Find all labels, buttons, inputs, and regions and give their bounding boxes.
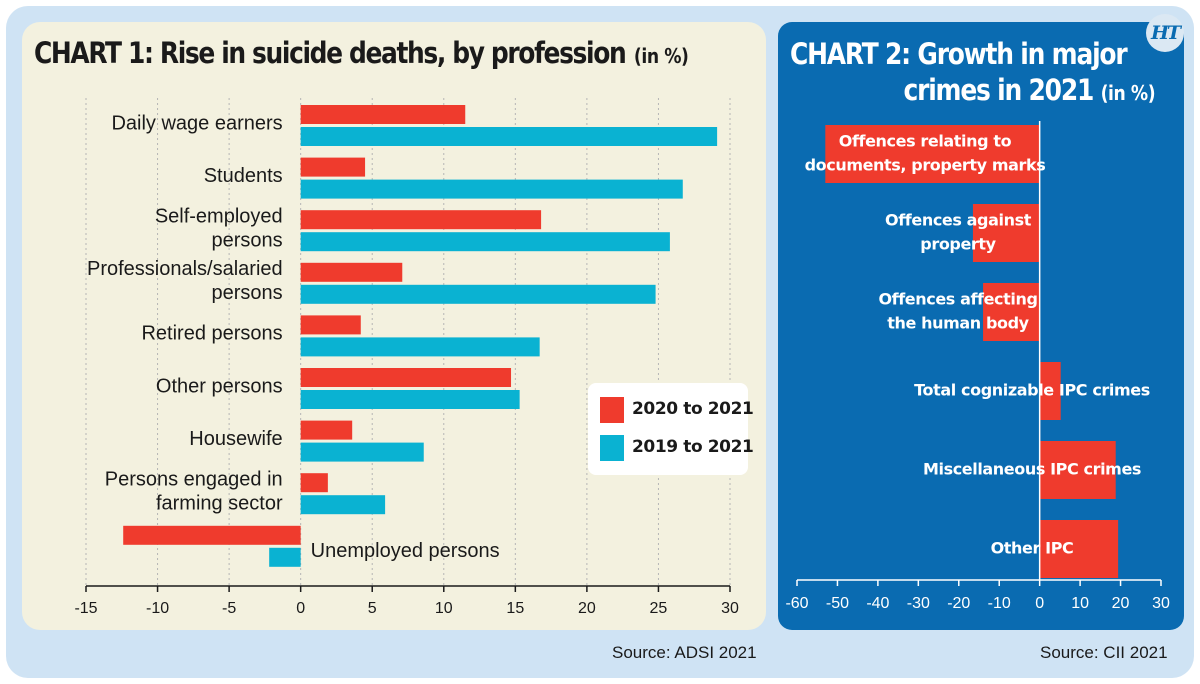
- chart1-bar: [300, 210, 542, 230]
- chart1-category-label: persons: [212, 229, 283, 251]
- chart2-category-label: Other IPC: [991, 539, 1074, 558]
- chart1-category-label: Housewife: [189, 428, 282, 450]
- chart1-category-label: farming sector: [156, 492, 283, 514]
- chart2-bar: [1039, 520, 1119, 578]
- chart1-bar: [300, 284, 656, 304]
- chart2-bar: [1039, 441, 1116, 499]
- legend-label-2019-2021: 2019 to 2021: [632, 437, 754, 457]
- chart2-title-line2: crimes in 2021: [903, 73, 1095, 107]
- legend-swatch-red: [600, 397, 624, 423]
- chart1-tick-label: 20: [578, 600, 596, 617]
- chart1-bar: [123, 525, 301, 545]
- chart2-tick-label: -20: [947, 595, 970, 612]
- chart2-category-label: Offences relating to: [839, 132, 1012, 151]
- chart2-unit: (in %): [1100, 81, 1156, 105]
- chart1-source: Source: ADSI 2021: [612, 643, 757, 662]
- chart2-bar: [1039, 362, 1061, 420]
- chart1-category-label: Daily wage earners: [111, 112, 282, 134]
- chart1-bar: [300, 368, 512, 387]
- chart1-bar: [300, 179, 683, 199]
- chart1-title-text: CHART 1: Rise in suicide deaths, by prof…: [34, 36, 627, 70]
- chart1-tick-label: -5: [222, 600, 236, 617]
- chart2-tick-label: -10: [988, 595, 1011, 612]
- chart1-category-label: Self-employed: [155, 205, 283, 227]
- chart1-tick-label: -15: [74, 600, 97, 617]
- chart1-bar: [300, 315, 361, 335]
- chart1-category-label: Persons engaged in: [105, 468, 283, 490]
- ht-logo: HT: [1146, 14, 1184, 52]
- chart2-tick-label: -50: [826, 595, 849, 612]
- chart2-tick-label: -40: [866, 595, 889, 612]
- chart2-tick-label: 30: [1152, 595, 1170, 612]
- legend-label-2020-2021: 2020 to 2021: [632, 399, 754, 419]
- chart1-tick-label: 30: [721, 600, 739, 617]
- chart1-legend: 2020 to 2021 2019 to 2021: [588, 383, 754, 475]
- chart1-tick-label: 10: [435, 600, 453, 617]
- chart2-title: CHART 2: Growth in major crimes in 2021 …: [790, 36, 1156, 111]
- chart1-tick-label: 15: [506, 600, 524, 617]
- chart2-tick-label: 10: [1071, 595, 1089, 612]
- chart1-category-label: Retired persons: [141, 323, 282, 345]
- chart2-bar: [983, 283, 1040, 341]
- chart2-category-label: Offences against: [885, 211, 1032, 230]
- chart1-tick-label: 0: [296, 600, 305, 617]
- chart2-category-label: Offences affecting: [878, 290, 1037, 309]
- chart1-bar: [300, 495, 386, 515]
- chart2-title-line1: CHART 2: Growth in major: [790, 37, 1128, 71]
- chart1-unit: (in %): [633, 44, 689, 68]
- chart1-title: CHART 1: Rise in suicide deaths, by prof…: [34, 36, 689, 70]
- chart2-bar: [972, 204, 1040, 262]
- chart1-category-label: Students: [204, 165, 283, 187]
- chart2-category-label: documents, property marks: [805, 156, 1046, 175]
- chart2-source: Source: CII 2021: [1040, 643, 1168, 662]
- chart1-category-label: Professionals/salaried: [87, 258, 283, 280]
- chart1-tick-label: 5: [368, 600, 377, 617]
- chart1-bar: [300, 262, 403, 282]
- chart2-tick-label: 20: [1112, 595, 1130, 612]
- chart1-bar: [300, 390, 520, 409]
- chart1-category-label: persons: [212, 282, 283, 304]
- chart1-bar: [300, 473, 328, 493]
- chart1-tick-label: 25: [650, 600, 668, 617]
- chart1-bar: [300, 337, 540, 357]
- legend-swatch-cyan: [600, 435, 624, 461]
- chart1-bar: [300, 157, 366, 177]
- chart1-bar: [300, 127, 718, 146]
- chart2-category-label: Miscellaneous IPC crimes: [923, 460, 1141, 479]
- chart1-category-label: Unemployed persons: [311, 540, 500, 562]
- chart2-category-label: the human body: [887, 314, 1029, 333]
- chart2-category-label: Total cognizable IPC crimes: [914, 381, 1150, 400]
- chart1-bar: [300, 420, 353, 440]
- chart1-tick-label: -10: [146, 600, 169, 617]
- chart1-bar: [300, 442, 424, 462]
- chart1-bar: [269, 547, 301, 567]
- chart2-tick-label: -30: [907, 595, 930, 612]
- chart2-tick-label: -60: [785, 595, 808, 612]
- chart2-bar: [825, 125, 1040, 183]
- chart1-bar: [300, 232, 670, 252]
- chart1-bar: [300, 105, 466, 124]
- chart2-category-label: property: [920, 235, 996, 254]
- chart2-tick-label: 0: [1035, 595, 1044, 612]
- chart1-category-label: Other persons: [156, 375, 283, 397]
